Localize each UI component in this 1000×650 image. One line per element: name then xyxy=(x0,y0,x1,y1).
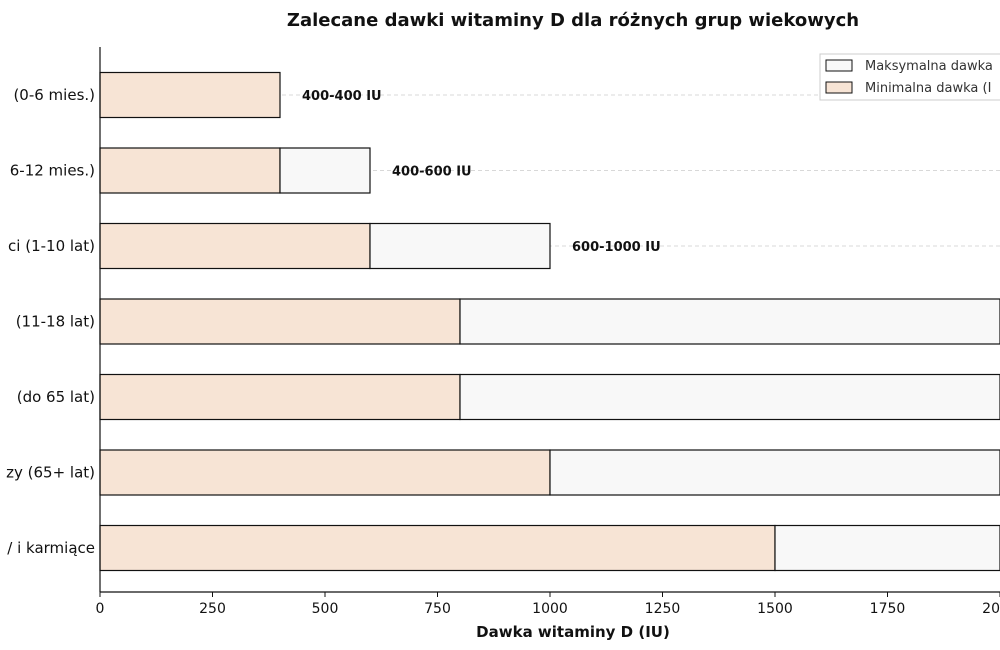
x-tick-label: 750 xyxy=(424,601,451,617)
bar-max xyxy=(369,222,551,270)
x-axis-label: Dawka witaminy D (IU) xyxy=(476,623,670,641)
category-label: (11-18 lat) xyxy=(16,313,95,331)
bars xyxy=(99,71,1000,572)
x-tick-label: 2000 xyxy=(982,601,1000,617)
category-label: / i karmiące xyxy=(7,539,95,557)
bar-max xyxy=(459,373,1000,421)
x-tick-label: 1750 xyxy=(870,601,906,617)
x-tick-label: 500 xyxy=(312,601,339,617)
legend-label: Minimalna dawka (I xyxy=(865,81,991,96)
bar-max xyxy=(279,147,371,194)
data-label: 400-600 IU xyxy=(392,165,472,180)
legend-swatch xyxy=(825,59,853,72)
legend-swatch xyxy=(825,81,853,94)
bar-min xyxy=(99,524,776,572)
data-label: 600-1000 IU xyxy=(572,240,661,255)
chart-title: Zalecane dawki witaminy D dla różnych gr… xyxy=(287,10,859,31)
bar-max xyxy=(774,524,1000,572)
x-tick-label: 1500 xyxy=(757,601,793,617)
bar-min xyxy=(99,373,461,421)
bar-min xyxy=(99,222,371,270)
category-label: zy (65+ lat) xyxy=(6,464,95,482)
category-labels: (0-6 mies.) 6-12 mies.) ci (1-10 lat) (11-1… xyxy=(6,86,95,557)
category-label: ci (1-10 lat) xyxy=(8,237,95,255)
bar-max xyxy=(549,449,1000,496)
data-label: 400-400 IU xyxy=(302,89,382,104)
x-tick-label: 0 xyxy=(96,601,105,617)
category-label: (do 65 lat) xyxy=(17,388,95,406)
bar-max xyxy=(459,298,1000,345)
bar-min xyxy=(99,147,281,194)
category-label: (0-6 mies.) xyxy=(13,86,95,104)
data-labels: 400-400 IU 400-600 IU 600-1000 IU xyxy=(302,89,661,255)
x-axis-ticks: 0 250 500 750 1000 1250 1500 1750 2000 xyxy=(96,592,1000,617)
legend: Maksymalna dawka Minimalna dawka (I xyxy=(819,53,1000,101)
legend-label: Maksymalna dawka xyxy=(865,59,993,74)
x-tick-label: 1250 xyxy=(645,601,681,617)
category-label: 6-12 mies.) xyxy=(10,162,95,180)
bar-min xyxy=(99,71,281,119)
bar-min xyxy=(99,449,551,496)
bar-min xyxy=(99,298,461,345)
x-tick-label: 1000 xyxy=(532,601,568,617)
x-tick-label: 250 xyxy=(199,601,226,617)
